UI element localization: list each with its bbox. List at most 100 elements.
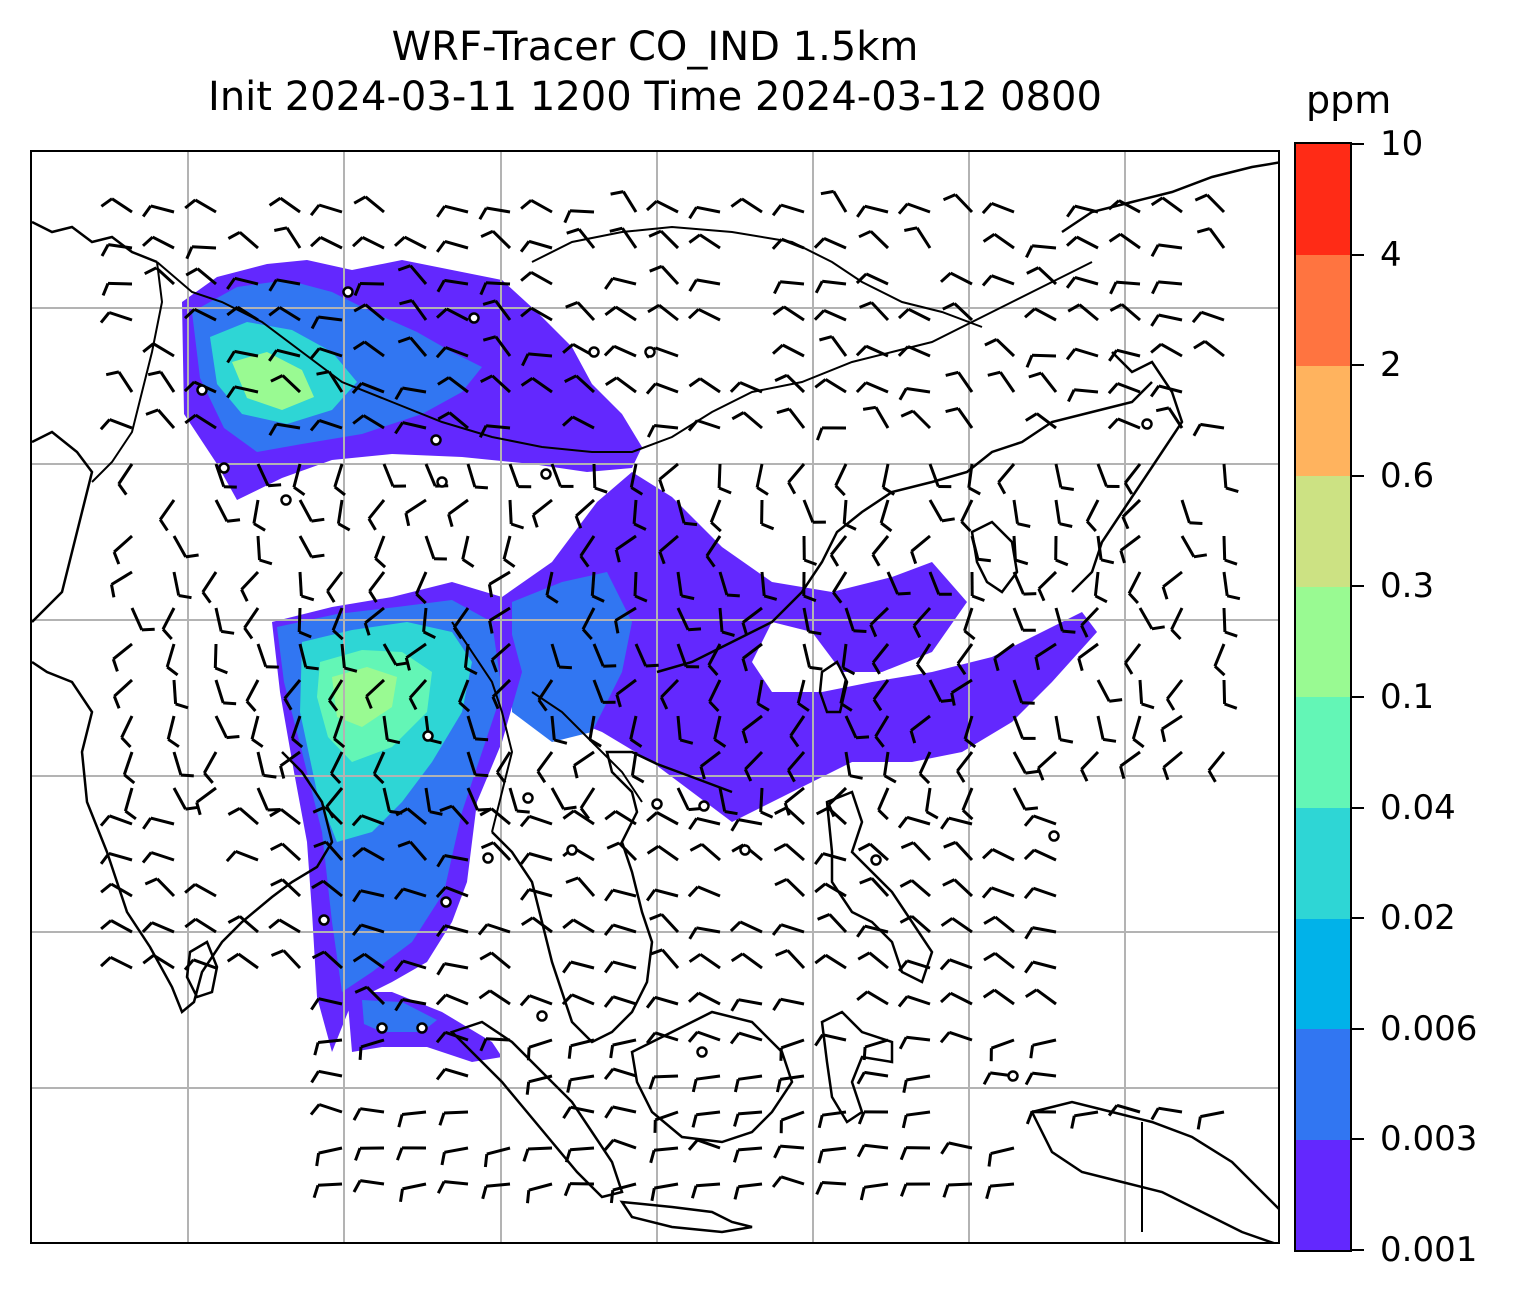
- wind-barb-feather: [268, 349, 278, 362]
- wind-barb-feather: [814, 1033, 824, 1047]
- wind-barb-feather: [439, 804, 453, 813]
- wind-barb: [928, 499, 944, 522]
- wind-barb-feather: [227, 806, 241, 816]
- colorbar-segment: [1296, 475, 1350, 587]
- wind-barb-feather: [729, 1032, 741, 1045]
- wind-barb: [528, 852, 553, 862]
- wind-barb: [654, 1031, 679, 1042]
- wind-barb-feather: [394, 421, 404, 435]
- wind-barb: [832, 571, 848, 594]
- wind-barb-feather: [99, 852, 111, 865]
- station-marker: [698, 800, 710, 812]
- wind-barb-feather: [374, 557, 387, 569]
- wind-barb: [1074, 347, 1099, 358]
- wind-barb: [612, 1067, 637, 1078]
- wind-barb-feather: [604, 889, 614, 902]
- wind-barb-feather: [772, 305, 785, 316]
- wind-barb: [256, 751, 265, 776]
- wind-barb-feather: [899, 1183, 908, 1197]
- wind-barb-feather: [268, 196, 282, 207]
- wind-barb: [588, 715, 596, 740]
- wind-barb: [990, 1146, 1015, 1156]
- wind-barb: [298, 499, 313, 522]
- wind-barb: [120, 715, 134, 739]
- wind-barb-feather: [899, 1147, 908, 1161]
- wind-barb: [491, 230, 512, 250]
- wind-barb: [1093, 571, 1100, 597]
- wind-barb-feather: [185, 267, 199, 277]
- wind-barb-feather: [912, 625, 922, 639]
- wind-barb: [676, 607, 690, 631]
- wind-barb: [696, 278, 721, 286]
- wind-barb-feather: [436, 854, 446, 868]
- wind-barb: [737, 1074, 763, 1081]
- wind-barb: [318, 1146, 343, 1155]
- wind-barb-feather: [903, 226, 918, 232]
- wind-barb: [910, 879, 931, 898]
- wind-barb-feather: [786, 769, 796, 783]
- wind-barb: [1206, 193, 1226, 214]
- wind-barb: [550, 463, 562, 487]
- wind-barb-feather: [763, 594, 778, 601]
- wind-barb: [172, 751, 183, 776]
- wind-barb-feather: [435, 240, 447, 253]
- wind-barb-feather: [1165, 698, 1176, 711]
- wind-barb: [1119, 750, 1141, 768]
- wind-barb: [864, 1070, 889, 1078]
- wind-barb: [655, 199, 679, 214]
- wind-barb-feather: [940, 698, 954, 703]
- wind-barb-feather: [939, 992, 952, 1004]
- wind-barb: [910, 714, 931, 732]
- wind-barb: [634, 643, 648, 667]
- wind-barb: [158, 499, 176, 521]
- wind-barb: [577, 228, 596, 249]
- wind-barb: [298, 571, 303, 597]
- wind-barb-feather: [774, 806, 787, 815]
- wind-barb: [234, 349, 259, 358]
- wind-barb-feather: [960, 520, 972, 533]
- wind-barb-feather: [496, 771, 507, 784]
- wind-barb: [405, 642, 427, 660]
- wind-barb-feather: [649, 948, 663, 956]
- wind-barb-feather: [1024, 961, 1035, 974]
- sulawesi: [820, 1010, 894, 1124]
- title-line-2: Init 2024-03-11 1200 Time 2024-03-12 080…: [208, 74, 1102, 120]
- wind-barb-feather: [629, 738, 643, 748]
- wind-barb-feather: [268, 306, 281, 317]
- wind-barb: [1167, 407, 1184, 429]
- wind-barb: [488, 570, 511, 586]
- wind-barb: [364, 606, 385, 625]
- wind-barb-feather: [184, 883, 197, 894]
- wind-barb: [285, 226, 302, 249]
- wind-barb-feather: [309, 1103, 321, 1116]
- station-marker: [588, 346, 600, 358]
- wind-barb-feather: [393, 235, 406, 247]
- wind-barb-feather: [690, 1185, 698, 1199]
- title-line-1: WRF-Tracer CO_IND 1.5km: [391, 24, 919, 70]
- wind-barb: [787, 463, 806, 484]
- wind-barb-feather: [814, 954, 827, 965]
- wind-barb-feather: [1226, 594, 1241, 601]
- wind-barb: [172, 571, 181, 596]
- wind-barb: [402, 421, 427, 430]
- wind-barb-feather: [478, 425, 488, 438]
- wind-barb-feather: [683, 521, 698, 527]
- wind-barb-feather: [997, 481, 1007, 495]
- wind-barb-feather: [964, 737, 977, 749]
- wind-barb: [359, 1107, 385, 1114]
- wind-barb: [485, 1037, 511, 1042]
- colorbar-segment: [1296, 697, 1350, 809]
- wind-barb: [193, 307, 217, 322]
- wind-barb: [409, 264, 428, 285]
- wind-barb: [238, 807, 259, 826]
- wind-barb: [360, 814, 385, 826]
- wind-barb: [700, 843, 721, 862]
- wind-barb: [405, 498, 427, 515]
- taiwan: [818, 660, 849, 714]
- wind-barb-feather: [144, 266, 157, 276]
- wind-barb: [676, 715, 682, 741]
- wind-barb: [705, 535, 722, 557]
- wind-barb: [172, 535, 188, 558]
- wind-barb: [696, 205, 721, 214]
- wind-barb: [152, 342, 175, 358]
